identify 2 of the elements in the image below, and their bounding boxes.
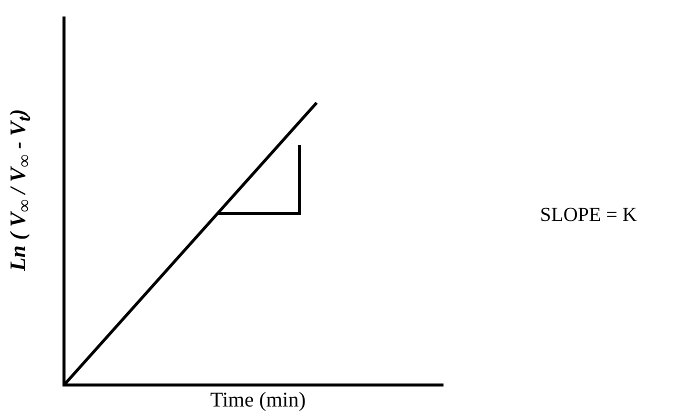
x-axis-title: Time (min) [210, 388, 306, 412]
text: SLOPE = K [540, 204, 637, 227]
